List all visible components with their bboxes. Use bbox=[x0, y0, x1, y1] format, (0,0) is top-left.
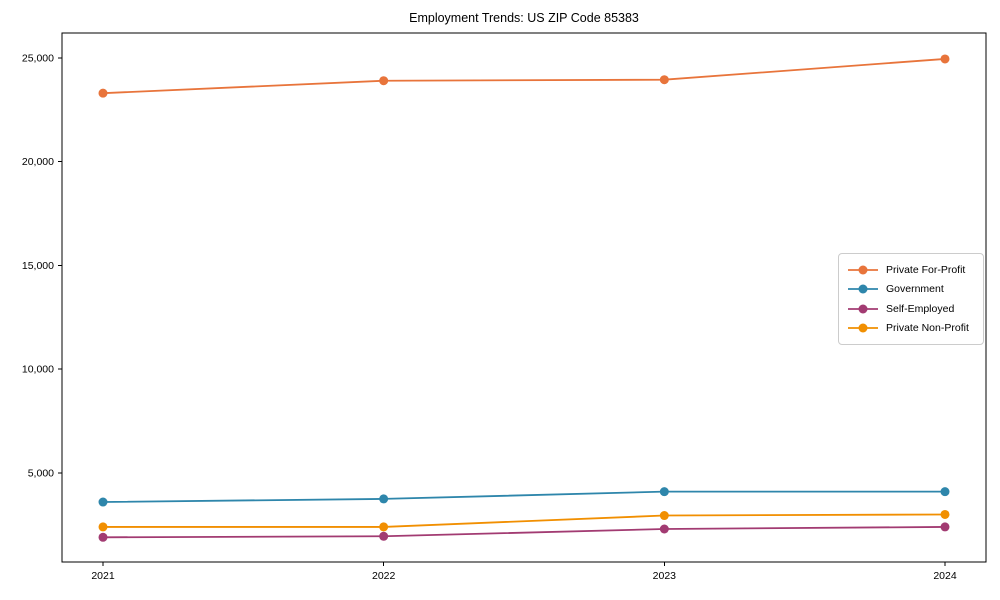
chart-title: Employment Trends: US ZIP Code 85383 bbox=[409, 11, 639, 25]
legend-label: Private For-Profit bbox=[886, 263, 966, 276]
series-marker bbox=[98, 522, 108, 532]
series-marker bbox=[98, 88, 108, 98]
series-marker bbox=[379, 494, 389, 504]
legend-item-3: Private Non-Profit bbox=[847, 319, 975, 339]
x-tick-label: 2023 bbox=[653, 570, 677, 582]
series-marker bbox=[940, 522, 950, 532]
series-marker bbox=[940, 54, 950, 64]
series-marker bbox=[98, 532, 108, 542]
axes-frame bbox=[61, 32, 987, 563]
series-marker bbox=[379, 531, 389, 541]
x-tick-label: 2024 bbox=[933, 570, 957, 582]
legend-marker-icon bbox=[848, 265, 878, 275]
series-marker bbox=[659, 75, 669, 85]
legend-label: Self-Employed bbox=[886, 302, 955, 315]
y-tick-label: 10,000 bbox=[22, 364, 54, 376]
legend-marker-icon bbox=[848, 323, 878, 333]
legend-label: Private Non-Profit bbox=[886, 322, 969, 335]
series-marker bbox=[659, 524, 669, 534]
legend-item-0: Private For-Profit bbox=[847, 260, 975, 280]
series-line bbox=[102, 526, 946, 539]
series-marker bbox=[659, 511, 669, 521]
legend-item-2: Self-Employed bbox=[847, 299, 975, 319]
x-tick-label: 2021 bbox=[91, 570, 115, 582]
legend-marker-icon bbox=[848, 284, 878, 294]
y-tick-label: 20,000 bbox=[22, 156, 54, 168]
y-tick-label: 15,000 bbox=[22, 260, 54, 272]
series-marker bbox=[940, 509, 950, 519]
series-marker bbox=[940, 487, 950, 497]
x-tick-label: 2022 bbox=[372, 570, 396, 582]
legend: Private For-Profit Government Self-Employe… bbox=[838, 253, 984, 345]
series-line bbox=[102, 58, 946, 95]
y-tick-label: 5,000 bbox=[28, 467, 54, 479]
series-marker bbox=[379, 76, 389, 86]
series-line bbox=[102, 490, 945, 503]
series-marker bbox=[659, 487, 669, 497]
legend-item-1: Government bbox=[847, 280, 975, 300]
legend-marker-icon bbox=[848, 304, 878, 314]
series-marker bbox=[379, 522, 389, 532]
y-tick-label: 25,000 bbox=[22, 52, 54, 64]
series-line bbox=[103, 513, 946, 528]
series-marker bbox=[98, 497, 108, 507]
legend-label: Government bbox=[886, 283, 944, 296]
